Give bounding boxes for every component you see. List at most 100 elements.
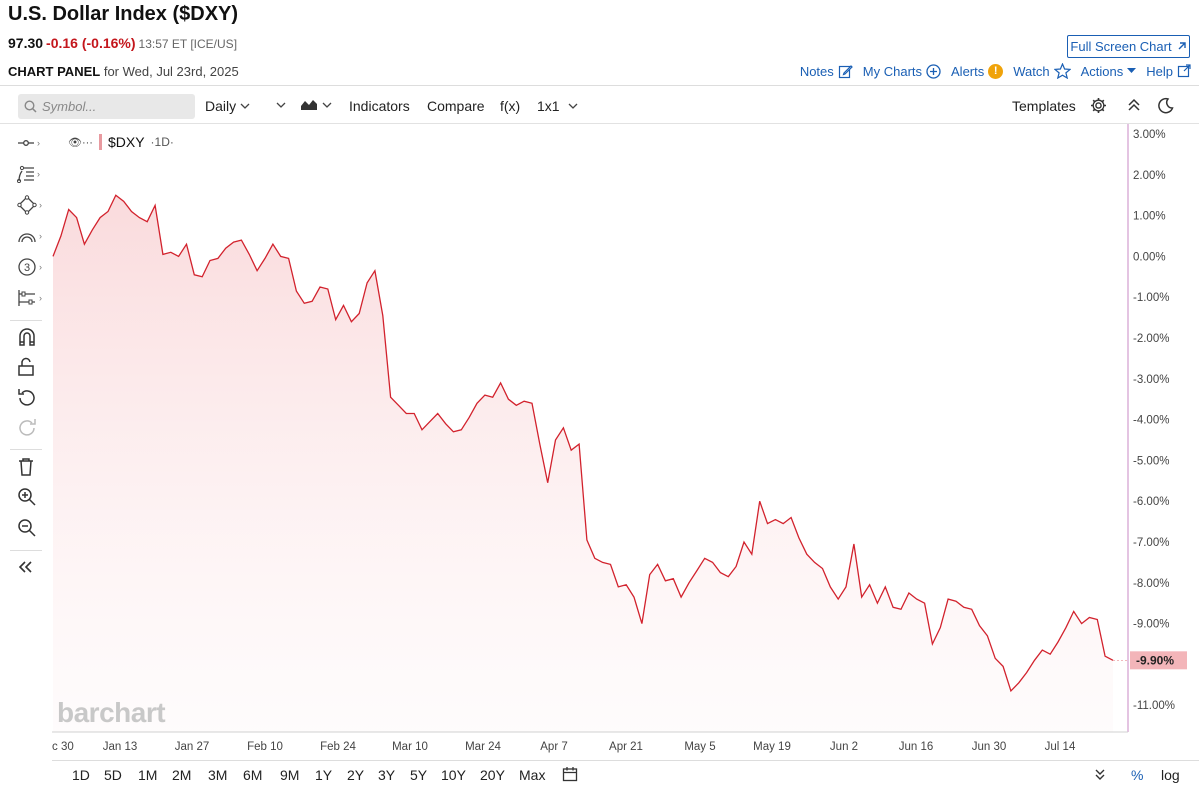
barchart-watermark-logo: barchart: [57, 697, 166, 728]
x-tick-label: Jun 30: [972, 741, 1007, 753]
price-chart[interactable]: 3.00% 2.00% 1.00% 0.00% -1.00% -2.00% -3.00% -4…: [52, 124, 1199, 760]
collapse-tools-button[interactable]: [17, 556, 51, 578]
y-tick-label: -9.00%: [1133, 619, 1169, 631]
chart-panel-line: CHART PANEL for Wed, Jul 23rd, 2025: [8, 64, 239, 79]
drawing-toolbar: › › › › 3 › ›: [0, 124, 52, 759]
x-tick-label: May 19: [753, 741, 791, 753]
y-tick-label: 0.00%: [1133, 251, 1166, 263]
dark-mode-toggle[interactable]: [1157, 97, 1174, 114]
expand-arrow-icon: [1178, 42, 1186, 50]
tool-expand-icon: ›: [39, 262, 42, 272]
range-button[interactable]: 1D: [72, 767, 90, 783]
range-button[interactable]: 6M: [243, 767, 263, 783]
help-link[interactable]: Help: [1146, 64, 1191, 79]
arc-tool-button[interactable]: ›: [17, 225, 51, 247]
page-title: U.S. Dollar Index ($DXY): [8, 3, 239, 25]
indicators-button[interactable]: Indicators: [349, 98, 410, 114]
range-button[interactable]: 1M: [138, 767, 158, 783]
chart-type-dropdown[interactable]: [276, 98, 332, 111]
measure-icon: [18, 290, 35, 306]
series-color-swatch: [98, 134, 102, 150]
settings-button[interactable]: [1090, 97, 1107, 114]
full-screen-chart-button[interactable]: Full Screen Chart: [1067, 35, 1190, 58]
last-price: 97.30: [8, 35, 44, 51]
magnet-button[interactable]: [17, 326, 51, 348]
period-dropdown[interactable]: Daily: [205, 98, 250, 114]
measure-tool-button[interactable]: ›: [17, 287, 51, 309]
x-tick-label: Jan 27: [175, 741, 210, 753]
x-tick-label: Apr 21: [609, 741, 643, 753]
y-tick-label: -7.00%: [1133, 537, 1169, 549]
y-tick-label: -4.00%: [1133, 415, 1169, 427]
my-charts-link[interactable]: My Charts: [863, 64, 941, 79]
range-button[interactable]: 2M: [172, 767, 192, 783]
tools-divider: [10, 550, 42, 551]
range-button[interactable]: 5Y: [410, 767, 428, 783]
chevron-down-icon: [276, 102, 286, 108]
range-button[interactable]: 2Y: [347, 767, 365, 783]
symbol-search-input[interactable]: Symbol...: [18, 94, 195, 119]
series-legend: 👁··· $DXY ·1D·: [68, 134, 174, 150]
line-tool-icon: [18, 140, 34, 146]
percent-scale-toggle[interactable]: %: [1131, 767, 1144, 783]
zoom-in-button[interactable]: [17, 486, 51, 508]
y-tick-label: 2.00%: [1133, 170, 1166, 182]
actions-menu[interactable]: Actions: [1081, 64, 1137, 79]
range-button[interactable]: 1Y: [315, 767, 333, 783]
trash-icon: [19, 458, 33, 476]
scroll-down-button[interactable]: [1094, 768, 1106, 784]
collapse-header-button[interactable]: [1127, 98, 1141, 112]
fib-levels-icon: [17, 165, 34, 183]
lock-button[interactable]: [17, 356, 51, 378]
x-tick-label: May 5: [684, 741, 715, 753]
undo-button[interactable]: [17, 386, 51, 408]
eye-icon[interactable]: 👁···: [68, 136, 93, 149]
zoom-out-button[interactable]: [17, 517, 51, 539]
y-tick-label: -8.00%: [1133, 578, 1169, 590]
redo-button[interactable]: [17, 416, 51, 438]
legend-interval: ·1D·: [150, 135, 174, 149]
chart-panel-date: for Wed, Jul 23rd, 2025: [103, 64, 239, 79]
full-screen-label: Full Screen Chart: [1070, 39, 1172, 54]
x-tick-label: Jan 13: [103, 741, 138, 753]
magnet-icon: [19, 328, 35, 346]
delete-button[interactable]: [17, 456, 51, 478]
y-tick-label: 1.00%: [1133, 211, 1166, 223]
header-divider: [0, 85, 1199, 86]
range-button[interactable]: 10Y: [441, 767, 466, 783]
range-button[interactable]: 20Y: [480, 767, 505, 783]
log-scale-toggle[interactable]: log: [1161, 767, 1180, 783]
arc-icon: [18, 233, 36, 243]
fib-tool-button[interactable]: ›: [17, 163, 51, 185]
line-tool-button[interactable]: ›: [17, 132, 51, 154]
chevron-down-icon: [568, 103, 578, 109]
range-button[interactable]: Max: [519, 767, 546, 783]
templates-button[interactable]: Templates: [1012, 98, 1076, 114]
toolbar-divider: [0, 123, 1199, 124]
x-tick-label: Mar 10: [392, 741, 428, 753]
watch-link[interactable]: Watch: [1013, 63, 1071, 79]
notes-link[interactable]: Notes: [800, 64, 853, 79]
range-button[interactable]: 9M: [280, 767, 300, 783]
pattern-tool-button[interactable]: 3 ›: [17, 256, 51, 278]
edit-icon: [838, 64, 853, 78]
layout-dropdown[interactable]: 1x1: [537, 98, 578, 114]
range-button[interactable]: 3Y: [378, 767, 396, 783]
symbol-placeholder: Symbol...: [42, 99, 97, 114]
function-button[interactable]: f(x): [500, 98, 521, 114]
shape-icon: [17, 195, 37, 215]
x-tick-label: Jun 16: [899, 741, 934, 753]
y-tick-label: -6.00%: [1133, 496, 1169, 508]
range-button[interactable]: 3M: [208, 767, 228, 783]
alerts-link[interactable]: Alerts !: [951, 63, 1004, 79]
double-chevron-up-icon: [1128, 98, 1140, 111]
calendar-icon: [562, 767, 578, 782]
svg-text:3: 3: [24, 262, 30, 274]
shape-tool-button[interactable]: ›: [17, 194, 51, 216]
caret-down-icon: [1127, 68, 1137, 73]
range-button[interactable]: 5D: [104, 767, 122, 783]
plus-circle-icon: [926, 63, 941, 79]
compare-button[interactable]: Compare: [427, 98, 485, 114]
date-range-button[interactable]: [562, 766, 578, 785]
numbered-circle-icon: 3: [18, 258, 36, 276]
